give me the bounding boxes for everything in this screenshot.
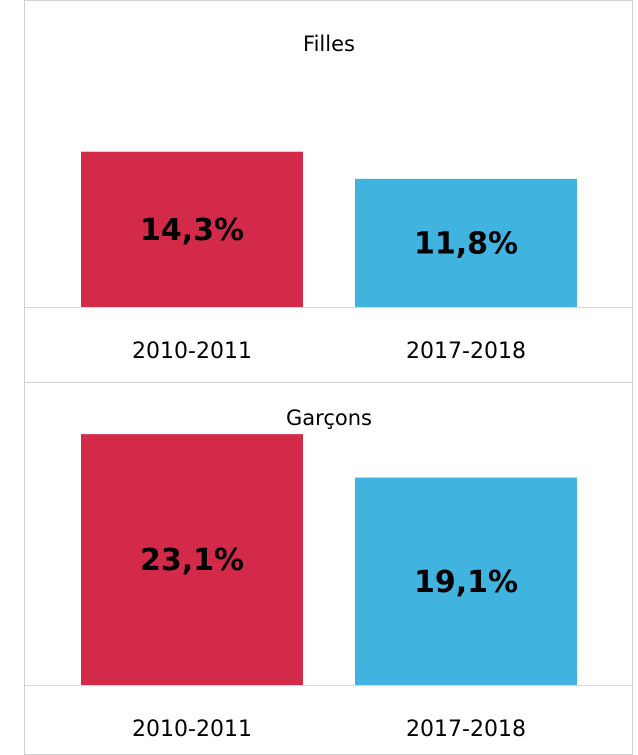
data-label: 14,3% (140, 213, 244, 248)
bar (355, 477, 577, 685)
chart-title: Garçons (286, 406, 372, 430)
x-tick-label: 2017-2018 (406, 717, 526, 742)
x-tick-label: 2010-2011 (132, 339, 252, 364)
x-tick-label: 2017-2018 (406, 339, 526, 364)
data-label: 23,1% (140, 543, 244, 578)
data-label: 11,8% (414, 226, 518, 261)
bar (355, 178, 577, 307)
bar (81, 151, 303, 307)
chart-title: Filles (303, 32, 355, 56)
bar (81, 434, 303, 685)
data-label: 19,1% (414, 565, 518, 600)
x-tick-label: 2010-2011 (132, 717, 252, 742)
